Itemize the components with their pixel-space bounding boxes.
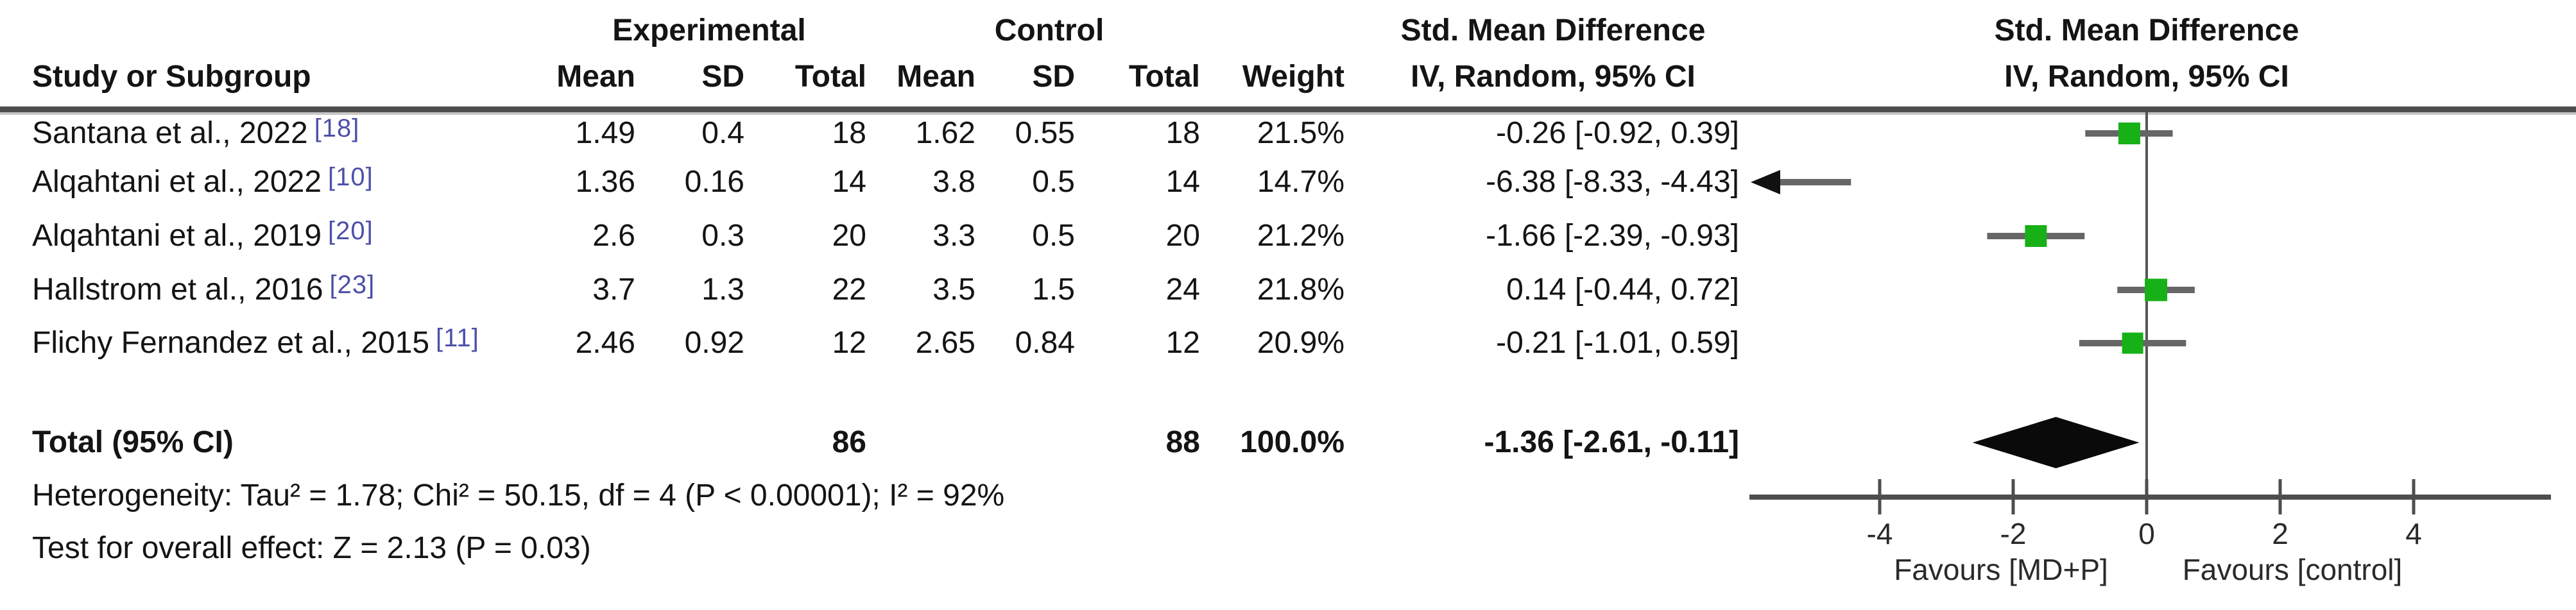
weight-cell: 21.8% — [1257, 273, 1344, 307]
ctl-sd-cell: 0.5 — [1032, 219, 1075, 253]
smd-column-header-line2: IV, Random, 95% CI — [1411, 60, 1696, 94]
ctl-mean-cell: 2.65 — [915, 326, 975, 360]
ctl-total-header: Total — [1128, 60, 1200, 94]
weight-cell: 14.7% — [1257, 165, 1344, 199]
group-header-experimental: Experimental — [612, 13, 806, 47]
ci-text-cell: -1.66 [-2.39, -0.93] — [1486, 219, 1739, 253]
study-label: Santana et al., 2022 [18] — [32, 114, 360, 151]
study-label: Alqahtani et al., 2022 [10] — [32, 163, 374, 200]
ctl-total-cell: 24 — [1165, 273, 1200, 307]
ctl-total-cell: 14 — [1165, 165, 1200, 199]
weight-cell: 21.2% — [1257, 219, 1344, 253]
heterogeneity-stats: Heterogeneity: Tau² = 1.78; Chi² = 50.15… — [32, 479, 1005, 513]
ci-text-cell: 0.14 [-0.44, 0.72] — [1506, 273, 1739, 307]
axis-tick-label: -4 — [1866, 517, 1893, 550]
exp-mean-cell: 2.46 — [575, 326, 635, 360]
total-ctl-n: 88 — [1165, 425, 1200, 459]
exp-sd-cell: 0.92 — [684, 326, 744, 360]
exp-mean-cell: 1.36 — [575, 165, 635, 199]
total-row-label: Total (95% CI) — [32, 425, 234, 459]
exp-sd-cell: 1.3 — [701, 273, 744, 307]
exp-total-cell: 22 — [832, 273, 866, 307]
axis-tick-label: 4 — [2405, 517, 2422, 550]
ctl-sd-cell: 0.5 — [1032, 165, 1075, 199]
ctl-sd-cell: 0.55 — [1015, 116, 1075, 150]
pooled-diamond — [1972, 417, 2140, 468]
exp-sd-cell: 0.4 — [701, 116, 744, 150]
study-name: Alqahtani et al., 2022 — [32, 165, 322, 199]
header-separator-line — [0, 106, 2576, 112]
ctl-sd-header: SD — [1032, 60, 1075, 94]
ci-text-cell: -0.26 [-0.92, 0.39] — [1496, 116, 1739, 150]
exp-mean-cell: 3.7 — [592, 273, 635, 307]
ctl-sd-cell: 1.5 — [1032, 273, 1075, 307]
citation-ref: [18] — [314, 114, 360, 142]
ctl-mean-cell: 3.3 — [932, 219, 975, 253]
group-header-control: Control — [994, 13, 1104, 47]
axis-tick-label: 2 — [2272, 517, 2288, 550]
exp-total-header: Total — [794, 60, 866, 94]
ctl-total-cell: 12 — [1165, 326, 1200, 360]
ci-text-cell: -6.38 [-8.33, -4.43] — [1486, 165, 1739, 199]
exp-mean-cell: 1.49 — [575, 116, 635, 150]
exp-sd-header: SD — [701, 60, 744, 94]
off-scale-left-arrow — [1751, 170, 1780, 194]
favours-left-label: Favours [MD+P] — [1894, 553, 2108, 586]
citation-ref: [11] — [436, 324, 479, 352]
exp-total-cell: 18 — [832, 116, 866, 150]
exp-sd-cell: 0.3 — [701, 219, 744, 253]
exp-total-cell: 12 — [832, 326, 866, 360]
smd-column-header-line1: Std. Mean Difference — [1400, 13, 1706, 47]
exp-total-cell: 20 — [832, 219, 866, 253]
weight-header: Weight — [1242, 60, 1344, 94]
study-name: Santana et al., 2022 — [32, 116, 308, 150]
citation-ref: [23] — [329, 271, 375, 299]
exp-total-cell: 14 — [832, 165, 866, 199]
study-label: Hallstrom et al., 2016 [23] — [32, 271, 375, 308]
effect-square — [2118, 123, 2140, 144]
total-weight: 100.0% — [1240, 425, 1344, 459]
ctl-total-cell: 18 — [1165, 116, 1200, 150]
favours-right-label: Favours [control] — [2182, 553, 2403, 586]
total-exp-n: 86 — [832, 425, 866, 459]
study-label: Flichy Fernandez et al., 2015 [11] — [32, 324, 479, 361]
total-ci-text: -1.36 [-2.61, -0.11] — [1484, 425, 1739, 459]
study-name: Alqahtani et al., 2019 — [32, 219, 322, 253]
study-name: Flichy Fernandez et al., 2015 — [32, 326, 430, 360]
study-label: Alqahtani et al., 2019 [20] — [32, 217, 374, 254]
weight-cell: 21.5% — [1257, 116, 1344, 150]
citation-ref: [20] — [328, 217, 374, 245]
effect-square — [2145, 278, 2168, 301]
effect-square — [2025, 225, 2047, 247]
ci-text-cell: -0.21 [-1.01, 0.59] — [1496, 326, 1739, 360]
ctl-mean-cell: 3.8 — [932, 165, 975, 199]
weight-cell: 20.9% — [1257, 326, 1344, 360]
exp-mean-cell: 2.6 — [592, 219, 635, 253]
ctl-sd-cell: 0.84 — [1015, 326, 1075, 360]
axis-tick-label: 0 — [2138, 517, 2155, 550]
exp-mean-header: Mean — [556, 60, 635, 94]
plot-column-header-line1: Std. Mean Difference — [1994, 13, 2299, 47]
ctl-mean-header: Mean — [897, 60, 975, 94]
ctl-mean-cell: 1.62 — [915, 116, 975, 150]
study-col-header: Study or Subgroup — [32, 60, 311, 94]
effect-square — [2122, 332, 2143, 354]
ctl-mean-cell: 3.5 — [932, 273, 975, 307]
study-name: Hallstrom et al., 2016 — [32, 273, 323, 307]
exp-sd-cell: 0.16 — [684, 165, 744, 199]
ctl-total-cell: 20 — [1165, 219, 1200, 253]
axis-tick-label: -2 — [2000, 517, 2027, 550]
overall-effect-test: Test for overall effect: Z = 2.13 (P = 0… — [32, 531, 591, 565]
plot-column-header-line2: IV, Random, 95% CI — [2004, 60, 2289, 94]
citation-ref: [10] — [328, 163, 374, 191]
